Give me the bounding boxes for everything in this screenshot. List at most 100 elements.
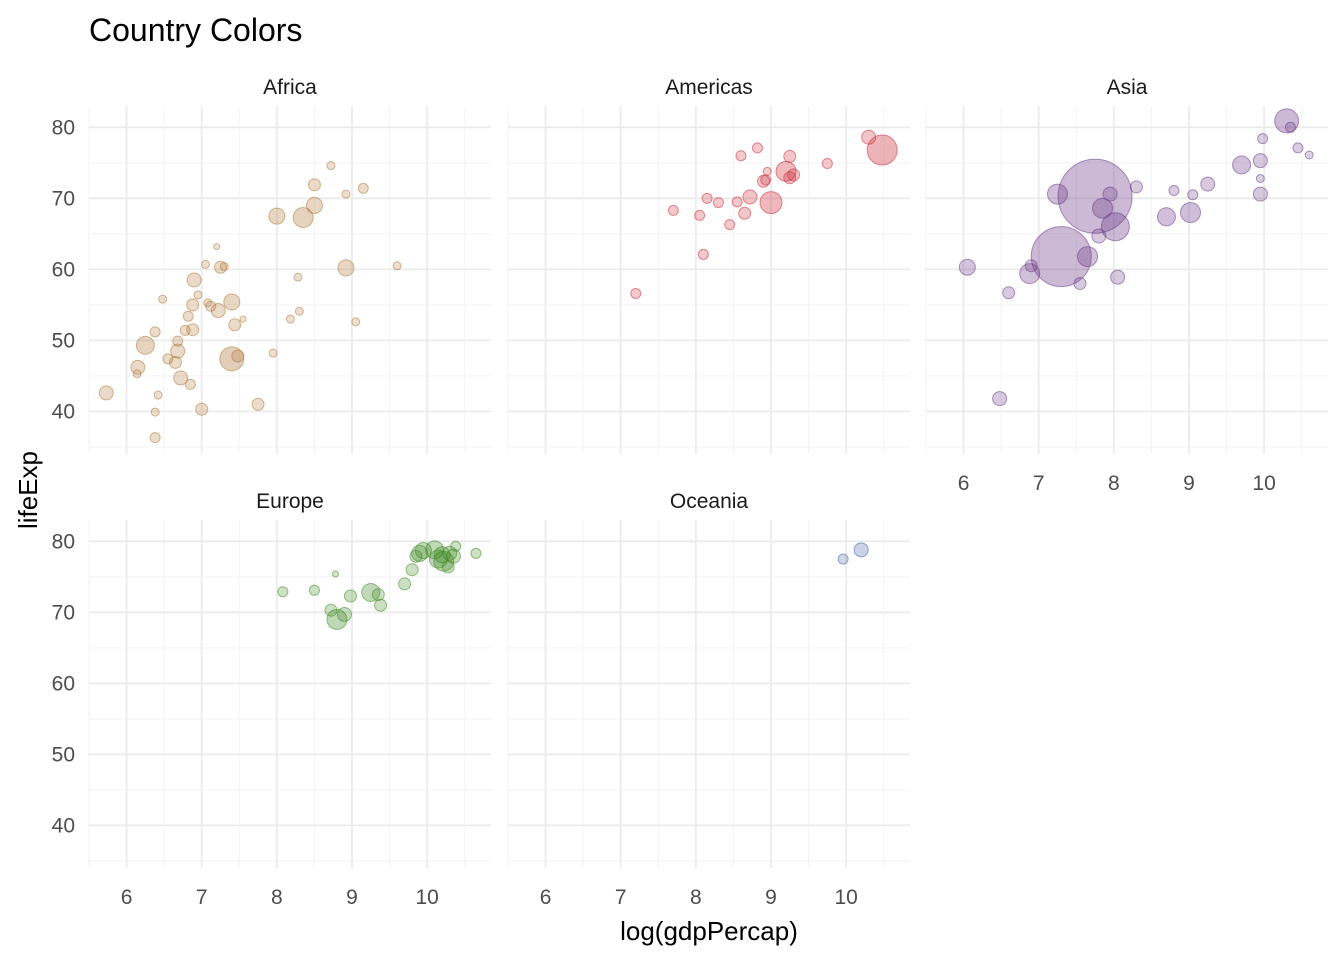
data-point-asia — [1252, 153, 1268, 169]
data-point-asia — [958, 258, 976, 276]
data-point-asia — [1232, 155, 1252, 175]
data-point-asia — [1100, 212, 1130, 242]
data-point-europe — [343, 589, 357, 603]
data-point-asia — [1304, 150, 1314, 160]
data-point-africa — [326, 161, 336, 171]
data-point-americas — [724, 219, 736, 231]
x-tick-label: 8 — [271, 886, 283, 909]
y-axis-title: lifeExp — [13, 451, 43, 529]
data-point-africa — [231, 349, 245, 363]
data-point-europe — [361, 582, 381, 602]
data-point-americas — [701, 192, 713, 204]
y-tick-label: 70 — [52, 187, 75, 210]
data-point-africa — [341, 189, 351, 199]
data-point-asia — [1030, 226, 1092, 288]
data-point-asia — [1168, 185, 1180, 197]
data-point-africa — [173, 370, 189, 386]
data-point-europe — [374, 598, 388, 612]
data-point-africa — [392, 261, 402, 271]
data-point-asia — [1284, 121, 1296, 133]
y-tick-label: 60 — [52, 258, 75, 281]
data-point-africa — [219, 346, 245, 372]
data-point-africa — [219, 262, 229, 272]
data-point-asia — [1200, 176, 1216, 192]
data-point-africa — [268, 348, 278, 358]
data-point-asia — [1002, 286, 1016, 300]
data-point-africa — [153, 390, 163, 400]
facet-label-africa: Africa — [263, 76, 317, 99]
y-tick-label: 80 — [52, 530, 75, 553]
data-point-africa — [186, 272, 202, 288]
data-point-africa — [150, 407, 160, 417]
x-tick-label: 8 — [690, 886, 702, 909]
data-point-africa — [182, 310, 194, 322]
data-point-asia — [1046, 183, 1068, 205]
data-point-asia — [1019, 263, 1041, 285]
data-point-americas — [667, 204, 679, 216]
x-tick-label: 10 — [834, 886, 857, 909]
x-tick-label: 9 — [346, 886, 358, 909]
data-point-africa — [193, 290, 203, 300]
data-point-americas — [751, 142, 763, 154]
data-point-asia — [1077, 246, 1099, 268]
data-point-africa — [292, 207, 314, 229]
data-point-africa — [200, 259, 210, 269]
facet-label-oceania: Oceania — [670, 490, 749, 513]
y-tick-label: 80 — [52, 116, 75, 139]
data-point-africa — [293, 272, 303, 282]
facet-asia: Asia 6 7 8 9 10 — [925, 76, 1328, 495]
x-tick-label: 6 — [958, 472, 970, 495]
data-point-europe — [324, 603, 338, 617]
data-point-americas — [760, 174, 772, 186]
x-tick-label: 7 — [1033, 472, 1045, 495]
data-point-asia — [1129, 180, 1143, 194]
data-point-africa — [186, 298, 200, 312]
data-point-africa — [184, 378, 196, 390]
data-point-americas — [759, 191, 783, 215]
chart-title: Country Colors — [89, 12, 302, 48]
data-point-asia — [1024, 259, 1038, 273]
data-point-europe — [433, 546, 451, 564]
y-tick-label: 50 — [52, 743, 75, 766]
x-axis-title: log(gdpPercap) — [620, 916, 798, 946]
data-point-africa — [305, 196, 323, 214]
data-point-africa — [294, 306, 304, 316]
data-point-europe — [331, 570, 339, 578]
data-point-africa — [239, 315, 247, 323]
data-point-africa — [149, 326, 161, 338]
y-tick-label: 60 — [52, 672, 75, 695]
data-point-americas — [866, 134, 898, 166]
y-tick-label: 40 — [52, 400, 75, 423]
data-point-europe — [277, 586, 289, 598]
data-point-americas — [821, 158, 833, 170]
data-point-africa — [195, 402, 209, 416]
data-point-oceania — [853, 542, 869, 558]
data-point-africa — [357, 182, 369, 194]
x-tick-label: 6 — [540, 886, 552, 909]
data-point-asia — [992, 391, 1008, 407]
facet-europe: Europe 40 50 60 70 80 6 7 8 9 10 — [52, 490, 491, 909]
facet-label-asia: Asia — [1107, 76, 1148, 99]
data-point-asia — [1091, 228, 1107, 244]
data-point-africa — [223, 293, 241, 311]
data-point-americas — [630, 287, 642, 299]
data-point-europe — [441, 560, 455, 574]
data-point-europe — [336, 606, 352, 622]
data-point-africa — [132, 369, 142, 379]
data-point-asia — [1257, 133, 1269, 145]
data-point-americas — [738, 206, 752, 220]
facet-americas: Americas — [507, 76, 910, 454]
data-point-americas — [735, 150, 747, 162]
data-point-africa — [158, 294, 168, 304]
data-point-africa — [337, 259, 355, 277]
data-point-americas — [762, 166, 772, 176]
data-point-asia — [1292, 142, 1304, 154]
data-point-asia — [1179, 202, 1201, 224]
x-tick-label: 8 — [1108, 472, 1120, 495]
y-tick-label: 50 — [52, 329, 75, 352]
x-tick-label: 9 — [765, 886, 777, 909]
data-point-europe — [450, 540, 462, 552]
data-point-africa — [268, 207, 286, 225]
facet-africa: Africa 40 50 60 70 80 — [52, 76, 491, 454]
